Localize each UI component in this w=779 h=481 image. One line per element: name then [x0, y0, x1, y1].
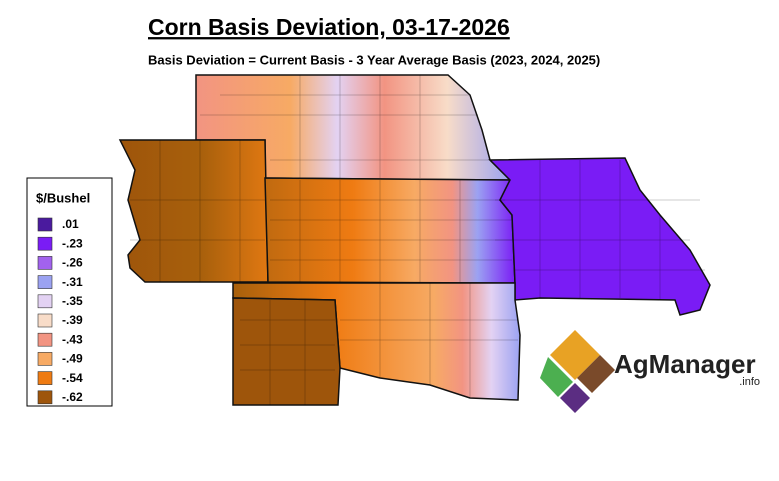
- legend-swatch: [37, 371, 53, 385]
- logo-diamond-right: [577, 355, 615, 393]
- legend-swatch: [37, 256, 53, 270]
- legend-label: -.23: [62, 236, 83, 250]
- texas-panhandle: [232, 297, 341, 406]
- legend-items: .01 -.23 -.26 -.31 -.35 -.39 -.43 -.49 -.54 -.62: [37, 217, 83, 405]
- legend-label: -.43: [62, 332, 83, 346]
- legend-swatch: [37, 217, 53, 232]
- logo-suffix: .info: [739, 376, 760, 388]
- county-lines: [130, 75, 705, 405]
- legend-label: -.39: [62, 313, 83, 327]
- legend-swatch: [37, 236, 53, 251]
- legend-swatch: [37, 275, 53, 289]
- missouri: [488, 157, 711, 316]
- legend-swatch: [37, 313, 53, 328]
- logo-diamond-bottom: [560, 383, 590, 413]
- legend-swatch: [37, 294, 53, 309]
- map: [118, 74, 711, 406]
- legend-label: -.54: [62, 371, 83, 385]
- logo-name: AgManager: [614, 349, 756, 379]
- county-grid: [130, 75, 705, 405]
- legend-swatch: [37, 390, 53, 405]
- legend-label: -.31: [62, 275, 83, 289]
- kansas: [264, 177, 516, 284]
- title: Corn Basis Deviation, 03-17-2026: [148, 14, 510, 40]
- colorado-east: [118, 139, 269, 283]
- legend-label: .01: [62, 217, 79, 231]
- legend-swatch: [37, 332, 53, 347]
- title-block: Corn Basis Deviation, 03-17-2026 Basis D…: [148, 14, 600, 67]
- legend-box: [26, 177, 113, 407]
- legend-label: -.35: [62, 294, 83, 308]
- subtitle: Basis Deviation = Current Basis - 3 Year…: [148, 52, 600, 67]
- legend-title: $/Bushel: [36, 190, 90, 205]
- legend-swatch: [37, 352, 53, 366]
- logo-diamond-left: [540, 357, 573, 397]
- legend-label: -.62: [62, 390, 83, 404]
- logo: AgManager .info: [540, 330, 760, 413]
- legend: $/Bushel .01 -.23 -.26 -.31 -.35 -.39 -.43 -.49…: [26, 177, 113, 407]
- legend-label: -.26: [62, 256, 83, 270]
- legend-label: -.49: [62, 352, 83, 366]
